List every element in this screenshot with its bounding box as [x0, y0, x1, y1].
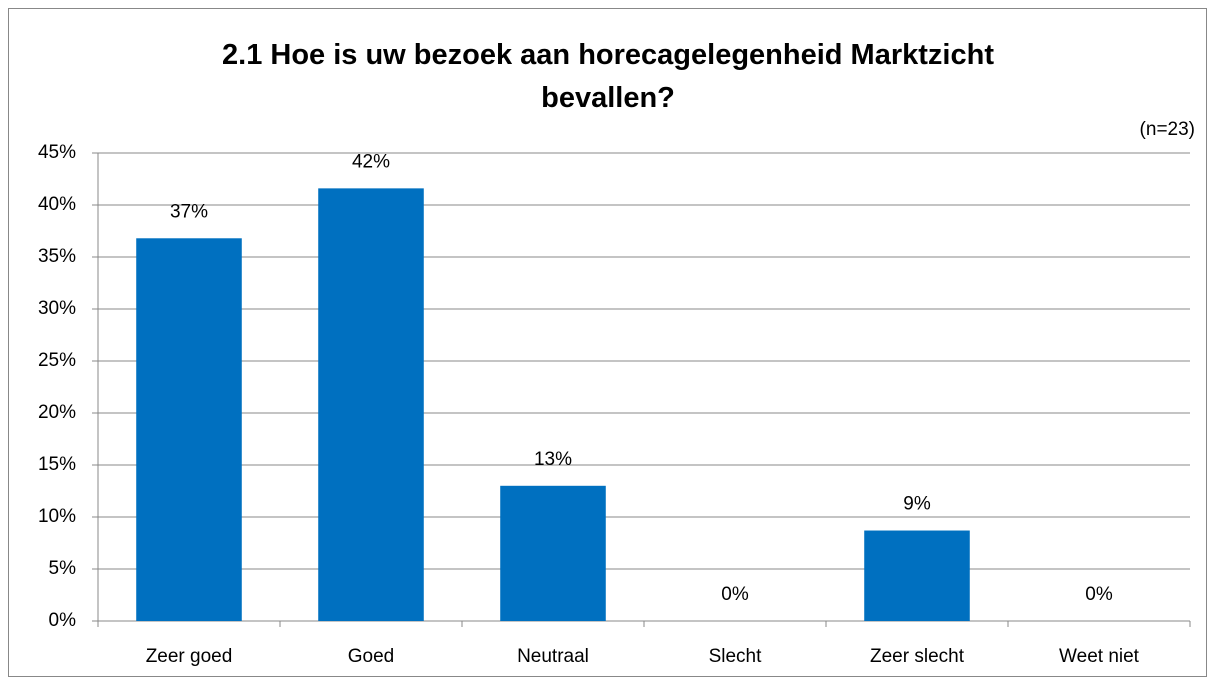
x-tick-label: Goed	[348, 646, 394, 667]
y-tick-label: 30%	[38, 298, 76, 319]
data-label: 0%	[1085, 584, 1113, 605]
chart-title: 2.1 Hoe is uw bezoek aan horecagelegenhe…	[222, 39, 994, 114]
data-label: 13%	[534, 449, 572, 470]
x-tick-label: Zeer goed	[146, 646, 233, 667]
x-tick-label: Zeer slecht	[870, 646, 965, 667]
data-label: 0%	[721, 584, 749, 605]
chart-border	[8, 8, 1207, 677]
y-tick-label: 15%	[38, 454, 76, 475]
y-tick-label: 5%	[49, 558, 77, 579]
y-tick-label: 20%	[38, 402, 76, 423]
bar	[318, 188, 424, 622]
x-tick-label: Neutraal	[517, 646, 589, 667]
y-tick-label: 0%	[49, 610, 77, 631]
bar	[136, 238, 242, 621]
bar	[500, 485, 606, 621]
y-tick-label: 35%	[38, 246, 76, 267]
x-tick-label: Weet niet	[1059, 646, 1140, 667]
y-tick-label: 25%	[38, 350, 76, 371]
bar	[864, 530, 970, 621]
chart-subtitle: (n=23)	[1140, 119, 1195, 140]
y-tick-label: 45%	[38, 142, 76, 163]
x-tick-label: Slecht	[709, 646, 763, 667]
y-tick-label: 40%	[38, 194, 76, 215]
y-tick-label: 10%	[38, 506, 76, 527]
data-label: 42%	[352, 151, 390, 172]
data-label: 9%	[903, 494, 931, 515]
data-label: 37%	[170, 201, 208, 222]
